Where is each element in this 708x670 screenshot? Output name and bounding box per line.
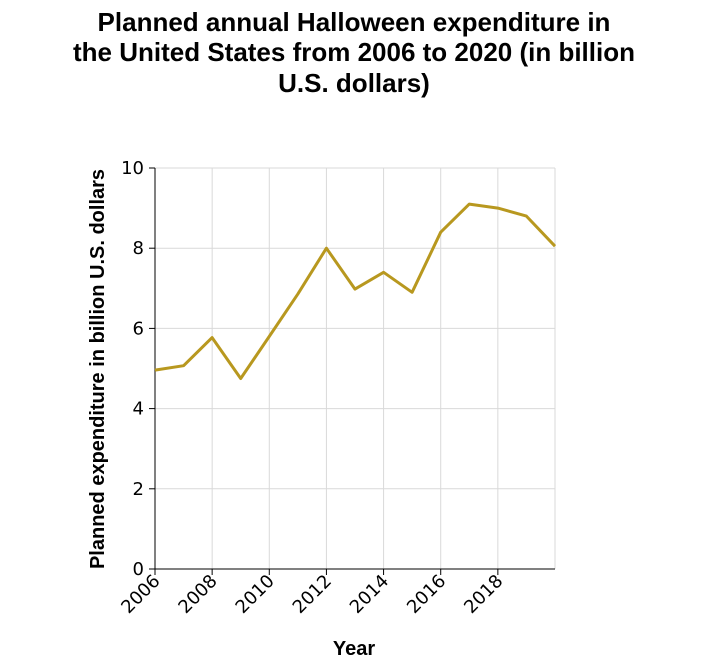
y-tick-label-3: 6 — [133, 318, 144, 339]
data-point-2016 — [439, 231, 442, 234]
data-point-2013 — [354, 288, 357, 291]
chart-title: Planned annual Halloween expenditure in … — [73, 7, 635, 98]
y-tick-label-1: 2 — [133, 479, 144, 500]
chart-title-line-3: U.S. dollars) — [278, 68, 430, 98]
chart-title-line-2: the United States from 2006 to 2020 (in … — [73, 37, 635, 67]
y-tick-label-4: 8 — [133, 238, 144, 259]
data-point-2009 — [239, 377, 242, 380]
data-point-2012 — [325, 247, 328, 250]
data-point-2011 — [296, 292, 299, 295]
data-point-2010 — [268, 335, 271, 338]
data-point-2017 — [468, 203, 471, 206]
x-tick-label-1: 2008 — [174, 571, 221, 618]
data-series — [154, 202, 557, 380]
axes — [149, 167, 555, 575]
x-axis-label: Year — [333, 638, 375, 660]
x-tick-label-4: 2014 — [346, 571, 393, 618]
data-point-2008 — [211, 336, 214, 339]
grid — [155, 167, 556, 569]
data-point-2020 — [554, 245, 557, 248]
data-point-2019 — [525, 215, 528, 218]
y-tick-label-0: 0 — [133, 559, 144, 580]
data-point-2014 — [382, 271, 385, 274]
x-tick-label-6: 2018 — [460, 571, 507, 618]
data-point-2015 — [411, 291, 414, 294]
y-tick-label-5: 10 — [121, 158, 144, 179]
y-tick-label-2: 4 — [133, 399, 144, 420]
y-axis-label: Planned expenditure in billion U.S. doll… — [87, 169, 109, 569]
x-tick-label-3: 2012 — [289, 571, 336, 618]
data-point-2007 — [182, 364, 185, 367]
data-point-2006 — [154, 369, 157, 372]
data-point-2018 — [496, 207, 499, 210]
series-line — [154, 202, 557, 380]
chart-title-line-1: Planned annual Halloween expenditure in — [98, 7, 611, 37]
x-tick-label-2: 2010 — [232, 571, 279, 618]
x-tick-label-5: 2016 — [403, 571, 450, 618]
